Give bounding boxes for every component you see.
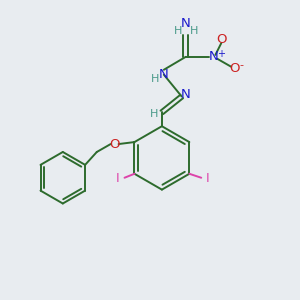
Text: O: O xyxy=(216,32,226,46)
Text: I: I xyxy=(116,172,119,185)
Text: H: H xyxy=(174,26,182,36)
Text: N: N xyxy=(181,17,190,30)
Text: N: N xyxy=(181,88,190,101)
Text: H: H xyxy=(151,74,159,84)
Text: H: H xyxy=(150,109,158,119)
Text: H: H xyxy=(189,26,198,36)
Text: O: O xyxy=(229,62,239,75)
Text: +: + xyxy=(217,49,225,59)
Text: O: O xyxy=(110,138,120,151)
Text: N: N xyxy=(208,50,218,63)
Text: I: I xyxy=(206,172,209,185)
Text: N: N xyxy=(159,68,169,81)
Text: -: - xyxy=(239,60,243,70)
